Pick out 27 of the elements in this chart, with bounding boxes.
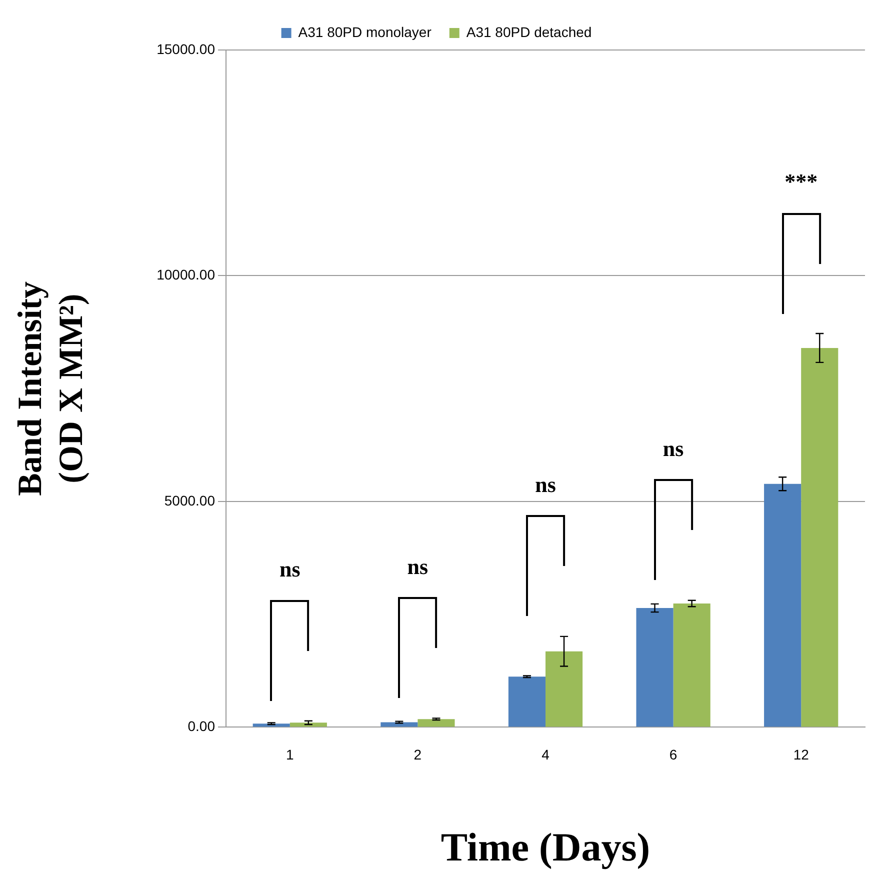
annotation: *** (784, 169, 818, 194)
annotation: ns (407, 554, 429, 579)
legend-label: A31 80PD detached (466, 24, 592, 40)
y-axis-title: Band Intensity (OD X MM²) (12, 281, 90, 496)
x-tick-label: 1 (286, 746, 294, 762)
bar (545, 651, 583, 727)
y-tick-label: 15000.00 (156, 40, 216, 57)
bar (380, 722, 418, 727)
annotation: ns (662, 436, 684, 462)
x-tick-label: 4 (542, 746, 550, 762)
y-tick-label: 5000.00 (164, 492, 216, 508)
annotation: ns (279, 556, 301, 582)
y-tick-label: 0.00 (188, 718, 216, 734)
bar (673, 604, 710, 727)
x-tick-label: 6 (669, 746, 678, 762)
x-tick-label: 12 (793, 746, 810, 762)
bar (764, 484, 802, 727)
y-tick-label: 10000.00 (156, 266, 216, 283)
bar (801, 348, 838, 727)
legend-label: A31 80PD monolayer (298, 24, 432, 40)
bar (290, 722, 327, 727)
annotation: ns (535, 472, 556, 498)
x-tick-label: 2 (414, 746, 422, 762)
bar (418, 719, 455, 727)
bar (508, 676, 546, 727)
bar (636, 608, 674, 727)
x-axis-title: Time (Days) (440, 824, 650, 870)
